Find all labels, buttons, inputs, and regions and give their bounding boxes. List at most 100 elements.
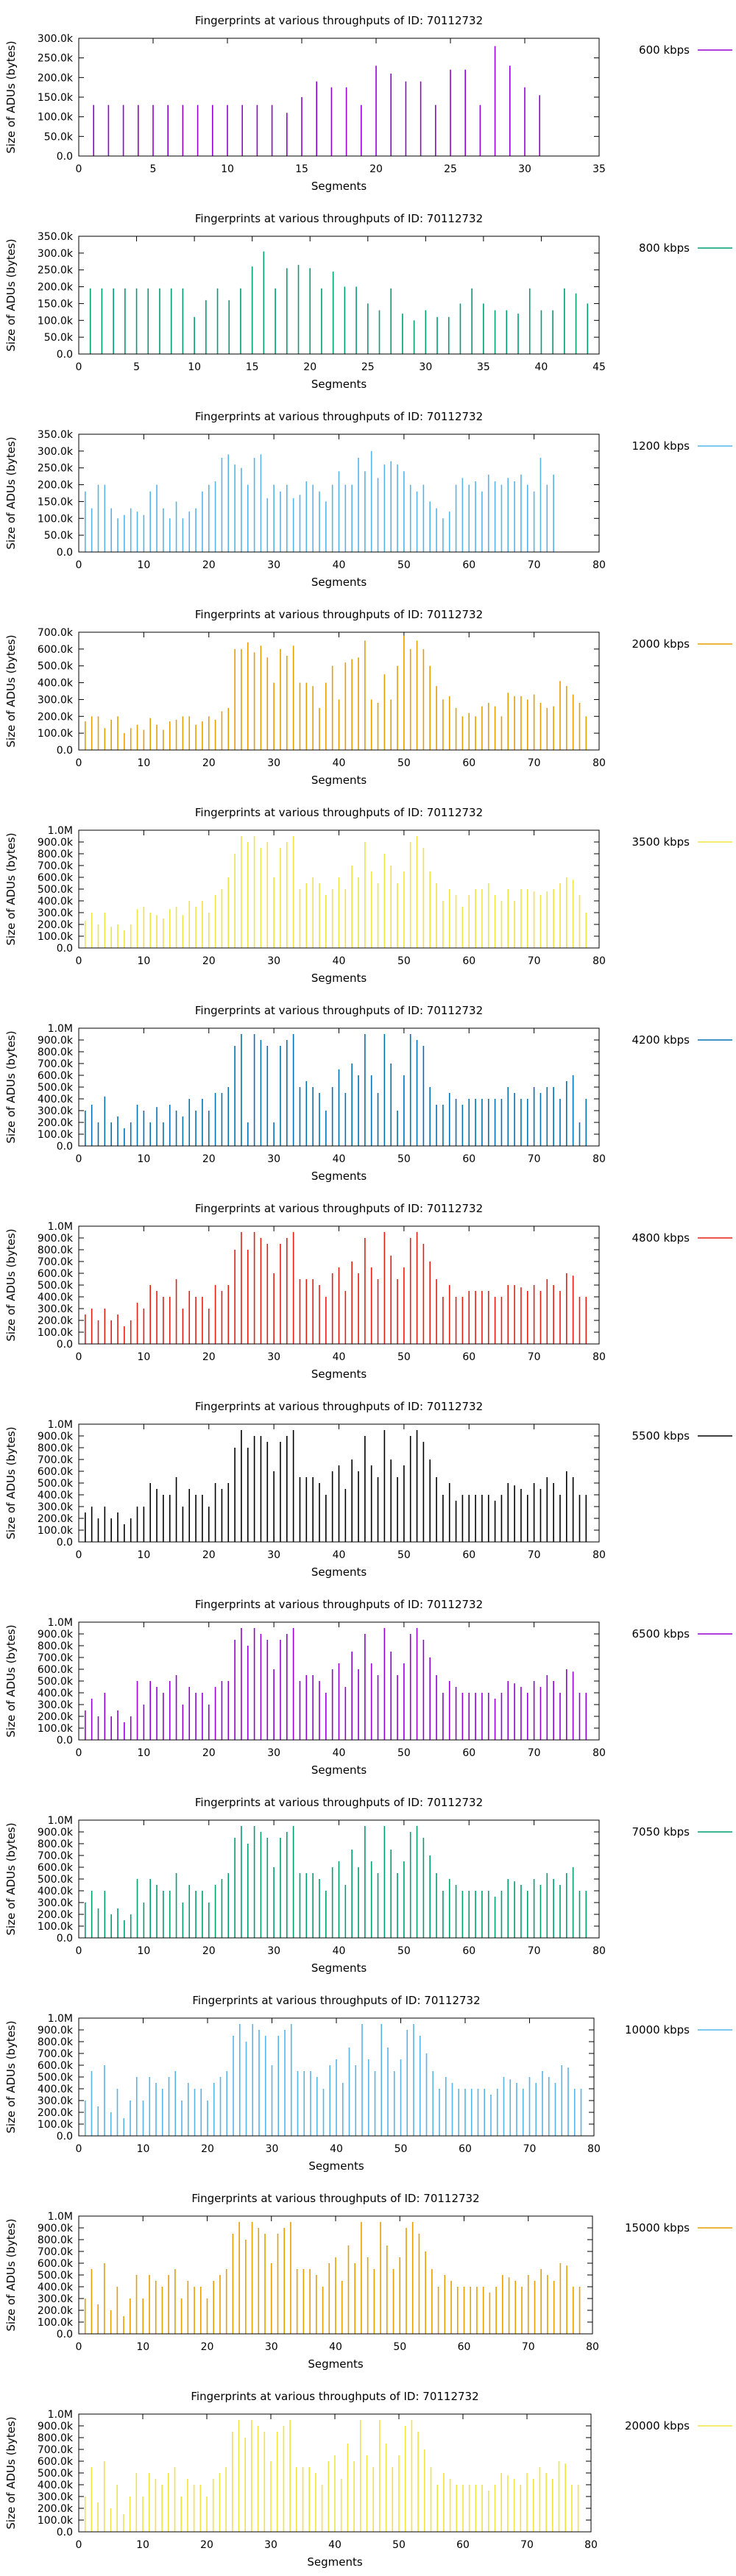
y-tick-label: 500.0k xyxy=(38,1874,74,1886)
x-tick-label: 60 xyxy=(458,2341,471,2353)
chart-title: Fingerprints at various throughputs of I… xyxy=(195,1202,483,1215)
y-tick-label: 500.0k xyxy=(38,2270,74,2282)
x-tick-label: 60 xyxy=(462,1945,475,1957)
x-tick-label: 20 xyxy=(202,1945,216,1957)
y-tick-label: 600.0k xyxy=(38,1664,74,1676)
x-tick-label: 50 xyxy=(397,1747,411,1759)
y-tick-label: 1.0M xyxy=(48,1815,73,1827)
legend-label: 1200 kbps xyxy=(632,439,690,453)
y-tick-label: 900.0k xyxy=(38,837,74,849)
y-tick-label: 900.0k xyxy=(38,2025,74,2037)
x-axis-label: Segments xyxy=(311,1763,367,1777)
x-tick-label: 80 xyxy=(592,757,606,769)
y-tick-label: 1.0M xyxy=(48,1023,73,1035)
y-tick-label: 700.0k xyxy=(38,627,74,639)
x-tick-label: 20 xyxy=(202,559,216,571)
y-tick-label: 100.0k xyxy=(38,1327,74,1339)
x-tick-label: 20 xyxy=(201,2341,214,2353)
x-tick-label: 0 xyxy=(76,1351,82,1363)
chart-title: Fingerprints at various throughputs of I… xyxy=(195,1796,483,1809)
x-tick-label: 80 xyxy=(592,1549,606,1561)
y-tick-label: 100.0k xyxy=(38,1723,74,1735)
x-tick-label: 30 xyxy=(267,1351,280,1363)
y-axis-label: Size of ADUs (bytes) xyxy=(4,1624,18,1737)
y-tick-label: 50.0k xyxy=(44,131,74,143)
y-tick-label: 200.0k xyxy=(38,1117,74,1129)
legend-label: 15000 kbps xyxy=(625,2221,690,2234)
x-tick-label: 40 xyxy=(333,1351,346,1363)
x-tick-label: 30 xyxy=(267,1153,280,1165)
plot-frame xyxy=(78,2413,592,2533)
x-tick-label: 30 xyxy=(267,757,280,769)
y-tick-label: 200.0k xyxy=(38,1513,74,1525)
y-tick-label: 200.0k xyxy=(38,2107,74,2119)
y-tick-label: 700.0k xyxy=(38,1454,74,1466)
y-tick-label: 0.0 xyxy=(57,2527,73,2538)
x-tick-label: 70 xyxy=(528,1945,541,1957)
y-tick-label: 500.0k xyxy=(38,1280,74,1292)
y-tick-label: 400.0k xyxy=(38,1886,74,1897)
y-tick-label: 700.0k xyxy=(38,2048,74,2060)
y-tick-label: 300.0k xyxy=(38,2095,74,2107)
x-axis-label: Segments xyxy=(311,774,367,787)
y-axis-label: Size of ADUs (bytes) xyxy=(4,2218,18,2331)
x-axis-label: Segments xyxy=(308,2159,364,2173)
y-tick-label: 0.0 xyxy=(57,151,73,163)
x-tick-label: 60 xyxy=(462,1153,475,1165)
y-tick-label: 1.0M xyxy=(48,2409,73,2421)
legend-label: 800 kbps xyxy=(639,241,690,255)
y-tick-label: 100.0k xyxy=(38,2119,74,2131)
y-tick-label: 500.0k xyxy=(38,661,74,673)
y-tick-label: 600.0k xyxy=(38,644,74,656)
x-tick-label: 0 xyxy=(76,1747,82,1759)
y-tick-label: 0.0 xyxy=(57,547,73,559)
x-tick-label: 10 xyxy=(137,955,150,967)
y-tick-label: 300.0k xyxy=(38,1699,74,1711)
x-tick-label: 70 xyxy=(523,2143,537,2155)
chart-panel-10: Fingerprints at various throughputs of I… xyxy=(4,1994,732,2173)
x-tick-label: 10 xyxy=(137,1351,150,1363)
x-axis-label: Segments xyxy=(308,2357,364,2371)
x-tick-label: 20 xyxy=(202,1549,216,1561)
chart-panel-8: Fingerprints at various throughputs of I… xyxy=(4,1598,732,1777)
y-tick-label: 0.0 xyxy=(57,943,73,955)
chart-panel-7: Fingerprints at various throughputs of I… xyxy=(4,1400,732,1579)
y-axis-label: Size of ADUs (bytes) xyxy=(4,238,18,351)
x-tick-label: 30 xyxy=(267,1945,280,1957)
y-tick-label: 100.0k xyxy=(38,728,74,740)
y-tick-label: 300.0k xyxy=(38,1501,74,1513)
y-tick-label: 700.0k xyxy=(38,2246,74,2258)
chart-title: Fingerprints at various throughputs of I… xyxy=(195,806,483,819)
y-axis-label: Size of ADUs (bytes) xyxy=(4,1426,18,1539)
y-tick-label: 200.0k xyxy=(38,72,74,84)
y-tick-label: 800.0k xyxy=(38,1641,74,1652)
y-tick-label: 0.0 xyxy=(57,1735,73,1747)
x-tick-label: 10 xyxy=(188,361,201,373)
y-tick-label: 150.0k xyxy=(38,92,74,104)
x-tick-label: 0 xyxy=(76,163,82,175)
y-tick-label: 200.0k xyxy=(38,480,74,492)
x-tick-label: 50 xyxy=(392,2539,406,2551)
x-tick-label: 50 xyxy=(397,559,411,571)
y-tick-label: 500.0k xyxy=(38,2468,74,2480)
y-tick-label: 900.0k xyxy=(38,1629,74,1641)
x-tick-label: 0 xyxy=(76,1945,82,1957)
y-tick-label: 800.0k xyxy=(38,1443,74,1454)
x-axis-label: Segments xyxy=(311,972,367,985)
plot-frame xyxy=(78,2215,593,2335)
y-tick-label: 300.0k xyxy=(38,33,74,45)
x-tick-label: 0 xyxy=(76,1153,82,1165)
y-tick-label: 900.0k xyxy=(38,1827,74,1839)
x-tick-label: 70 xyxy=(522,2341,535,2353)
x-tick-label: 50 xyxy=(397,1945,411,1957)
y-tick-label: 600.0k xyxy=(38,1466,74,1478)
y-tick-label: 800.0k xyxy=(38,2037,74,2048)
y-tick-label: 500.0k xyxy=(38,1478,74,1490)
y-tick-label: 400.0k xyxy=(38,1094,74,1105)
y-tick-label: 400.0k xyxy=(38,678,74,690)
y-tick-label: 100.0k xyxy=(38,1129,74,1141)
x-tick-label: 10 xyxy=(137,1747,150,1759)
legend-label: 4800 kbps xyxy=(632,1231,690,1245)
y-tick-label: 400.0k xyxy=(38,2084,74,2095)
